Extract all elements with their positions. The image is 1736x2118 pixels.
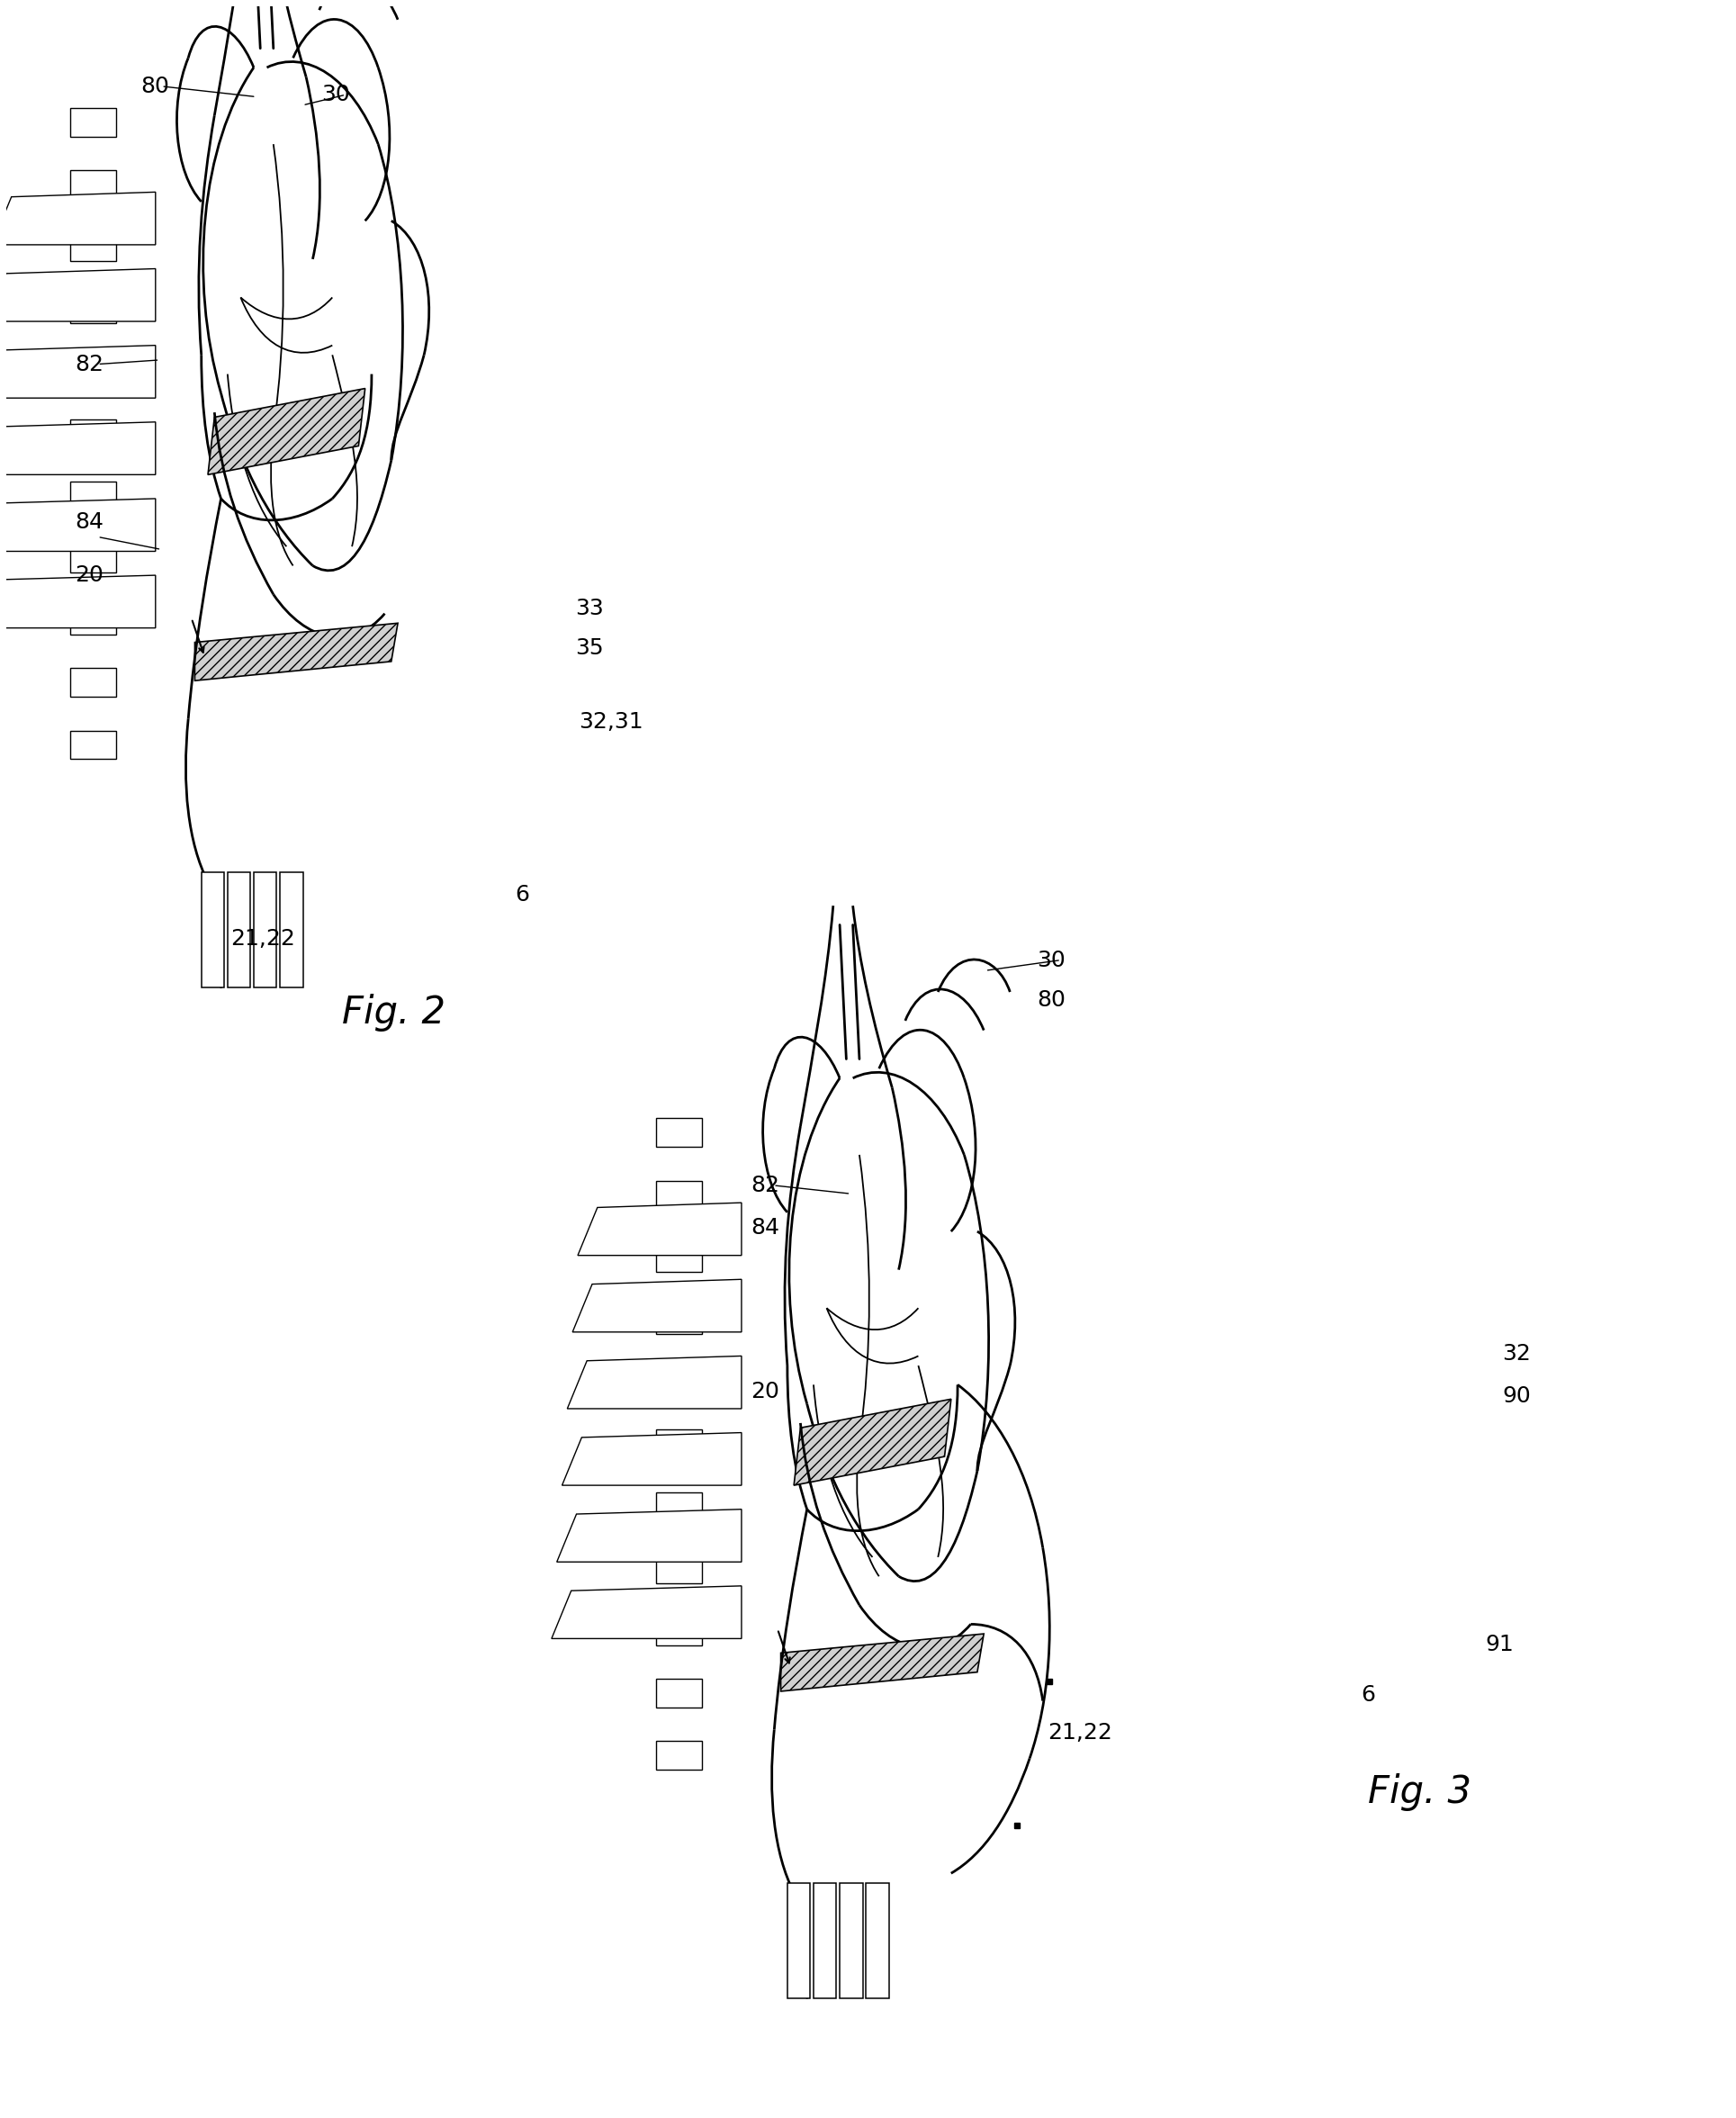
Polygon shape bbox=[208, 388, 365, 474]
Polygon shape bbox=[557, 1510, 741, 1561]
Text: 20: 20 bbox=[75, 563, 104, 585]
Polygon shape bbox=[71, 606, 116, 635]
Polygon shape bbox=[814, 1883, 837, 1997]
Polygon shape bbox=[840, 1883, 863, 1997]
Text: 30: 30 bbox=[321, 85, 351, 106]
Polygon shape bbox=[788, 1883, 811, 1997]
Polygon shape bbox=[656, 1741, 701, 1771]
Polygon shape bbox=[0, 576, 156, 627]
Text: 20: 20 bbox=[750, 1381, 779, 1402]
Text: 32,31: 32,31 bbox=[578, 712, 642, 733]
Text: 6: 6 bbox=[1361, 1684, 1375, 1705]
Text: Fig. 3: Fig. 3 bbox=[1368, 1773, 1472, 1811]
Text: 90: 90 bbox=[1502, 1385, 1531, 1406]
Polygon shape bbox=[656, 1616, 701, 1646]
Polygon shape bbox=[793, 1400, 951, 1485]
Text: 80: 80 bbox=[1036, 989, 1066, 1010]
Polygon shape bbox=[0, 498, 156, 551]
Polygon shape bbox=[0, 345, 156, 398]
Polygon shape bbox=[71, 544, 116, 572]
Polygon shape bbox=[552, 1586, 741, 1639]
Polygon shape bbox=[781, 1633, 984, 1692]
Text: 6: 6 bbox=[514, 883, 529, 907]
Polygon shape bbox=[656, 1430, 701, 1459]
Polygon shape bbox=[656, 1305, 701, 1334]
Polygon shape bbox=[71, 169, 116, 199]
Polygon shape bbox=[71, 731, 116, 758]
Polygon shape bbox=[568, 1356, 741, 1408]
Polygon shape bbox=[656, 1180, 701, 1209]
Polygon shape bbox=[0, 269, 156, 322]
Text: 21,22: 21,22 bbox=[231, 928, 295, 949]
Text: 80: 80 bbox=[141, 76, 170, 97]
Polygon shape bbox=[201, 873, 224, 987]
Polygon shape bbox=[71, 294, 116, 324]
Polygon shape bbox=[656, 1243, 701, 1271]
Polygon shape bbox=[656, 1491, 701, 1521]
Text: 30: 30 bbox=[1036, 949, 1066, 970]
Polygon shape bbox=[253, 873, 276, 987]
Polygon shape bbox=[0, 193, 156, 246]
Polygon shape bbox=[71, 419, 116, 447]
Text: 32: 32 bbox=[1502, 1343, 1531, 1364]
Text: 82: 82 bbox=[750, 1175, 779, 1197]
Polygon shape bbox=[573, 1279, 741, 1332]
Text: 82: 82 bbox=[75, 354, 104, 375]
Polygon shape bbox=[562, 1432, 741, 1485]
Text: 84: 84 bbox=[75, 510, 104, 534]
Polygon shape bbox=[71, 667, 116, 697]
Text: 35: 35 bbox=[575, 638, 604, 659]
Polygon shape bbox=[656, 1118, 701, 1148]
Polygon shape bbox=[866, 1883, 889, 1997]
Polygon shape bbox=[578, 1203, 741, 1256]
Polygon shape bbox=[71, 356, 116, 385]
Text: 84: 84 bbox=[750, 1216, 779, 1239]
Text: 33: 33 bbox=[575, 597, 604, 618]
Polygon shape bbox=[656, 1555, 701, 1582]
Text: 91: 91 bbox=[1484, 1633, 1514, 1654]
Polygon shape bbox=[194, 623, 398, 680]
Polygon shape bbox=[71, 233, 116, 261]
Polygon shape bbox=[71, 108, 116, 136]
Text: Fig. 2: Fig. 2 bbox=[342, 993, 446, 1031]
Polygon shape bbox=[656, 1680, 701, 1707]
Text: 21,22: 21,22 bbox=[1047, 1722, 1113, 1743]
Polygon shape bbox=[227, 873, 250, 987]
Polygon shape bbox=[0, 421, 156, 474]
Polygon shape bbox=[71, 481, 116, 510]
Polygon shape bbox=[656, 1368, 701, 1396]
Polygon shape bbox=[279, 873, 302, 987]
